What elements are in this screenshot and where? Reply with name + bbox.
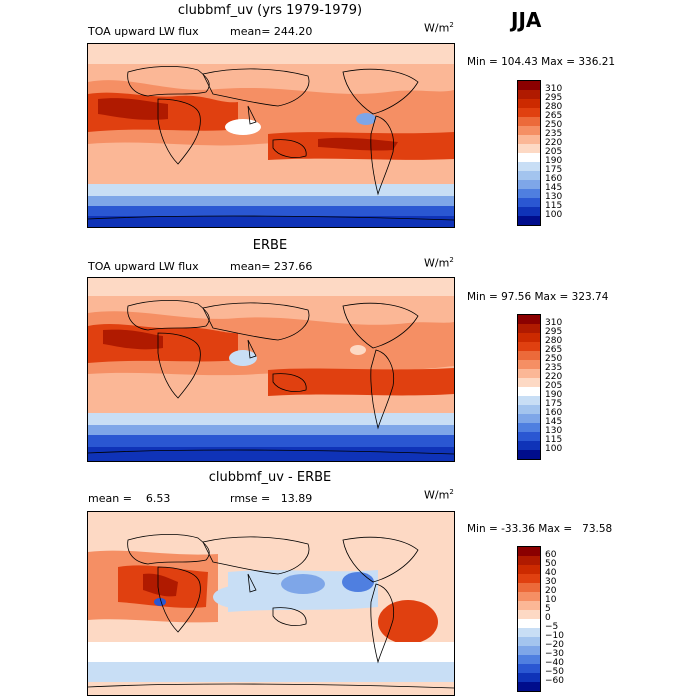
cbar-tick: −40 <box>545 658 564 668</box>
panel1-map <box>87 43 455 228</box>
cbar-tick: 190 <box>545 156 563 166</box>
cbar-tick: −30 <box>545 649 564 659</box>
cbar-tick: 295 <box>545 327 563 337</box>
cbar-tick: 100 <box>545 210 563 220</box>
cbar-tick: 10 <box>545 595 557 605</box>
cbar-tick: −60 <box>545 676 564 686</box>
panel3-title: clubbmf_uv - ERBE <box>208 470 332 485</box>
panel2-units: W/m2 <box>424 256 454 270</box>
season-label: JJA <box>511 8 542 32</box>
panel2-map <box>87 277 455 462</box>
cbar-tick: 130 <box>545 192 563 202</box>
panel1-variable-label: TOA upward LW flux <box>88 25 199 38</box>
cbar-tick: 115 <box>545 201 563 211</box>
panel3-mean-label: mean = 6.53 <box>88 492 171 505</box>
panel1-mean-label: mean= 244.20 <box>230 25 313 38</box>
panel2-title: ERBE <box>252 238 288 253</box>
cbar-tick: 280 <box>545 102 563 112</box>
cbar-tick: 175 <box>545 399 563 409</box>
cbar-tick: 40 <box>545 568 557 578</box>
cbar-tick: −10 <box>545 631 564 641</box>
panel1-colorbar <box>517 80 541 226</box>
cbar-tick: 160 <box>545 408 563 418</box>
cbar-tick: 280 <box>545 336 563 346</box>
panel1-title: clubbmf_uv (yrs 1979-1979) <box>177 3 363 18</box>
cbar-tick: 310 <box>545 84 563 94</box>
cbar-tick: 250 <box>545 120 563 130</box>
cbar-tick: 20 <box>545 586 557 596</box>
panel3-map <box>87 511 455 696</box>
cbar-tick: 145 <box>545 417 563 427</box>
cbar-tick: 205 <box>545 147 563 157</box>
panel2-variable-label: TOA upward LW flux <box>88 260 199 273</box>
cbar-tick: 250 <box>545 354 563 364</box>
panel1-units: W/m2 <box>424 21 454 35</box>
cbar-tick: 60 <box>545 550 557 560</box>
panel2-mean-label: mean= 237.66 <box>230 260 313 273</box>
cbar-tick: 220 <box>545 372 563 382</box>
cbar-tick: 100 <box>545 444 563 454</box>
cbar-tick: 160 <box>545 174 563 184</box>
cbar-tick: 115 <box>545 435 563 445</box>
cbar-tick: 310 <box>545 318 563 328</box>
panel3-rmse-label: rmse = 13.89 <box>230 492 313 505</box>
cbar-tick: 190 <box>545 390 563 400</box>
cbar-tick: 30 <box>545 577 557 587</box>
panel2-minmax: Min = 97.56 Max = 323.74 <box>467 291 609 303</box>
cbar-tick: −20 <box>545 640 564 650</box>
panel3-units: W/m2 <box>424 488 454 502</box>
panel2-colorbar <box>517 314 541 460</box>
cbar-tick: 145 <box>545 183 563 193</box>
cbar-tick: 295 <box>545 93 563 103</box>
cbar-tick: 130 <box>545 426 563 436</box>
cbar-tick: 50 <box>545 559 557 569</box>
cbar-tick: 265 <box>545 111 563 121</box>
cbar-tick: −5 <box>545 622 559 632</box>
cbar-tick: 235 <box>545 363 563 373</box>
cbar-tick: 5 <box>545 604 551 614</box>
cbar-tick: 220 <box>545 138 563 148</box>
cbar-tick: 235 <box>545 129 563 139</box>
cbar-tick: 175 <box>545 165 563 175</box>
cbar-tick: 0 <box>545 613 551 623</box>
cbar-tick: 265 <box>545 345 563 355</box>
cbar-tick: 205 <box>545 381 563 391</box>
panel3-minmax: Min = -33.36 Max = 73.58 <box>467 523 613 535</box>
panel1-minmax: Min = 104.43 Max = 336.21 <box>467 56 616 68</box>
cbar-tick: −50 <box>545 667 564 677</box>
panel3-colorbar <box>517 546 541 692</box>
